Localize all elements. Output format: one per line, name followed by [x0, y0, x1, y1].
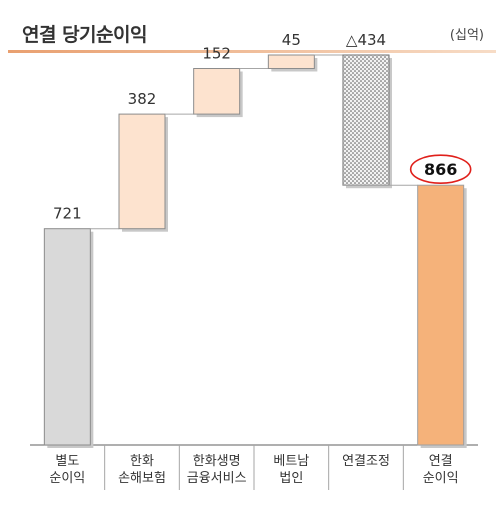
category-label-line: 연결조정: [342, 454, 390, 469]
chart-title: 연결 당기순이익: [22, 24, 147, 46]
category-label-line: 법인: [279, 471, 303, 486]
bar-0: [43, 228, 91, 446]
category-label-line: 연결: [429, 454, 453, 469]
bar-1: [118, 113, 166, 230]
bar-4: [342, 54, 390, 186]
value-label-2: 152: [202, 45, 231, 63]
category-label-line: 한화: [130, 454, 154, 469]
category-label-line: 금융서비스: [187, 471, 247, 486]
category-label-4: 연결조정: [342, 454, 390, 469]
value-label-0: 721: [53, 205, 82, 223]
bar-3: [267, 54, 315, 69]
category-label-line: 순이익: [49, 471, 85, 486]
category-label-line: 별도: [55, 454, 79, 469]
category-label-line: 순이익: [423, 471, 459, 486]
value-label-3: 45: [282, 31, 301, 49]
value-label-1: 382: [128, 90, 157, 108]
bar-2: [193, 68, 241, 115]
category-label-line: 한화생명: [193, 454, 241, 469]
value-label-4: △434: [346, 31, 386, 49]
unit-label: (십억): [449, 28, 484, 43]
highlight-ring: [409, 154, 472, 184]
bar-5: [417, 184, 465, 446]
category-label-line: 베트남: [273, 454, 309, 469]
value-label-5: 866: [424, 160, 457, 179]
title-underline: [8, 50, 496, 53]
category-label-line: 손해보험: [118, 471, 166, 486]
